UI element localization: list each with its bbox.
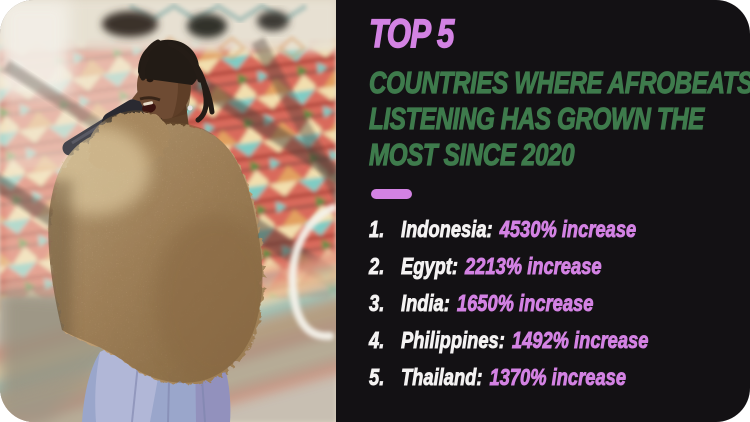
subtitle: COUNTRIES WHERE AFROBEATS LISTENING HAS …	[369, 64, 750, 173]
stage-rig-silhouette	[102, 11, 158, 37]
subtitle-line-2: LISTENING HAS GROWN THE	[369, 100, 705, 136]
info-panel: TOP 5 COUNTRIES WHERE AFROBEATS LISTENIN…	[336, 0, 750, 422]
rank-number: 2.	[369, 253, 385, 280]
increase-stat: 1650% increase	[456, 290, 594, 317]
dreadlocks	[138, 39, 215, 123]
subtitle-line-1: COUNTRIES WHERE AFROBEATS	[369, 64, 750, 100]
page-title: TOP 5	[368, 12, 454, 56]
rank-number: 3.	[369, 290, 385, 317]
list-item: 3. India: 1650% increase	[369, 285, 750, 322]
subtitle-line-3: MOST SINCE 2020	[369, 136, 575, 172]
stage-photo	[0, 0, 336, 422]
list-item: 2. Egypt: 2213% increase	[369, 248, 750, 285]
country-rank-list: 1. Indonesia: 4530% increase 2. Egypt: 2213%…	[369, 211, 750, 396]
country-name: Thailand:	[400, 364, 483, 391]
increase-stat: 1492% increase	[511, 327, 649, 354]
list-item: 1. Indonesia: 4530% increase	[369, 211, 750, 248]
rank-number: 5.	[369, 364, 385, 391]
increase-stat: 1370% increase	[489, 364, 627, 391]
stage-photo-illustration	[0, 0, 336, 422]
rank-number: 1.	[369, 216, 385, 243]
earring	[187, 105, 193, 111]
list-item: 4. Philippines: 1492% increase	[369, 322, 750, 359]
increase-stat: 2213% increase	[465, 253, 602, 280]
cursive-signage-line	[288, 204, 336, 341]
increase-stat: 4530% increase	[499, 216, 637, 243]
pink-divider	[371, 189, 412, 199]
rank-number: 4.	[369, 327, 385, 354]
country-name: Indonesia:	[400, 216, 493, 243]
list-item: 5. Thailand: 1370% increase	[369, 359, 750, 396]
country-name: India:	[400, 290, 451, 317]
performer-figure	[48, 39, 263, 422]
country-name: Philippines:	[400, 327, 506, 354]
country-name: Egypt:	[400, 253, 459, 280]
